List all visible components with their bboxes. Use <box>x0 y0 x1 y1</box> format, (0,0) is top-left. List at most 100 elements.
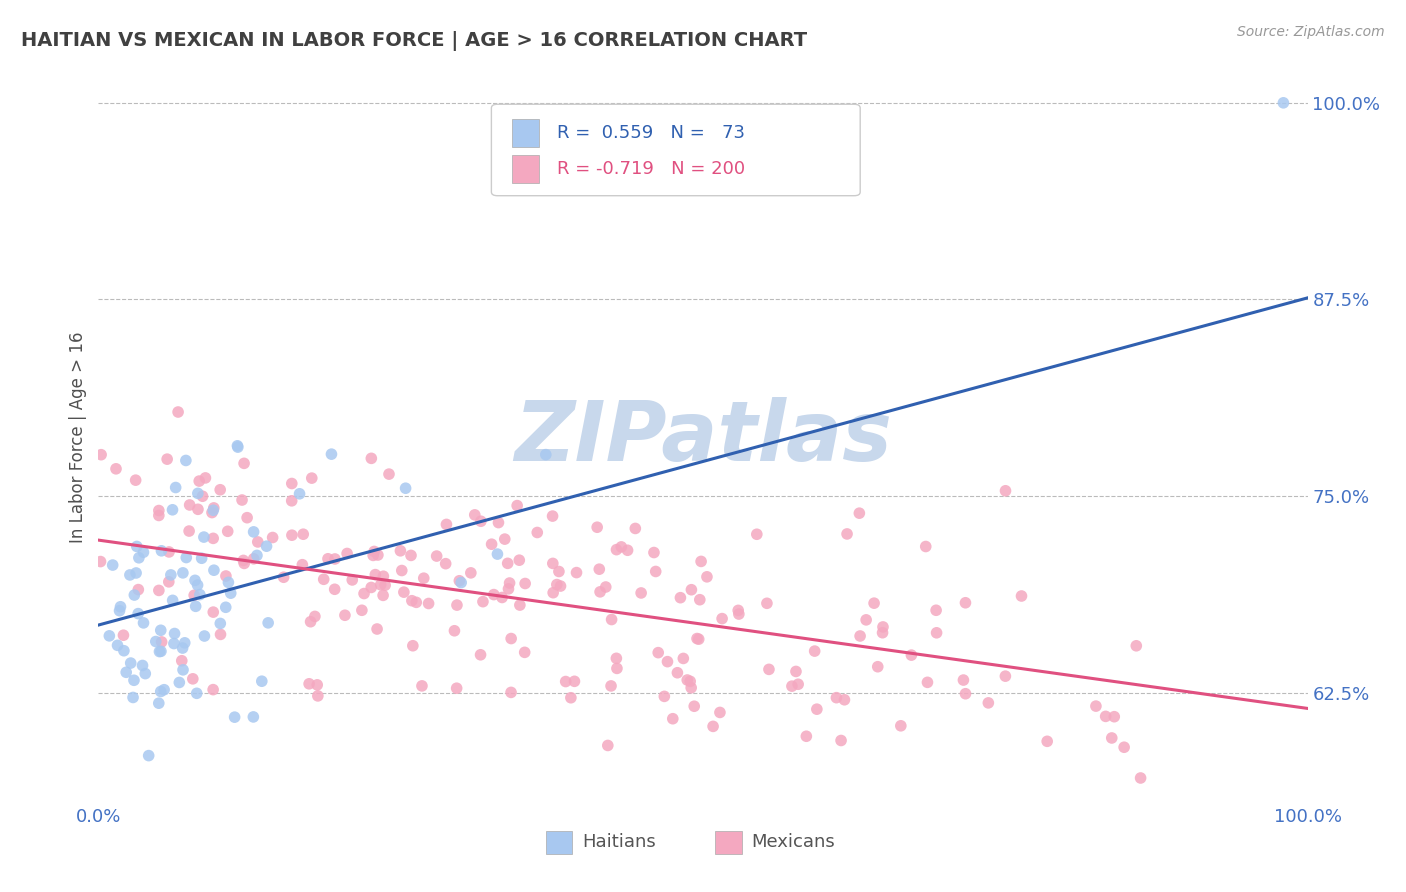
Point <box>624 521 647 535</box>
Point <box>209 483 232 497</box>
Point <box>128 550 150 565</box>
Point <box>242 551 264 566</box>
Point <box>174 550 197 565</box>
Point <box>281 476 304 491</box>
Point <box>105 462 128 476</box>
Text: Mexicans: Mexicans <box>751 833 835 851</box>
Point <box>291 558 314 572</box>
Point <box>394 481 416 495</box>
Point <box>167 405 190 419</box>
Point <box>683 699 706 714</box>
Point <box>470 514 492 528</box>
Point <box>952 673 974 687</box>
Point <box>148 583 170 598</box>
Point <box>172 641 194 656</box>
Point <box>145 634 167 648</box>
Point <box>688 632 710 647</box>
Point <box>173 636 195 650</box>
Point <box>172 663 194 677</box>
Point <box>316 551 339 566</box>
Text: R =  0.559   N =   73: R = 0.559 N = 73 <box>557 124 745 142</box>
Point <box>162 503 184 517</box>
Point <box>231 493 253 508</box>
Point <box>153 682 176 697</box>
Point <box>450 575 472 590</box>
Point <box>150 635 173 649</box>
Point <box>150 543 173 558</box>
Point <box>202 563 225 577</box>
Point <box>564 674 586 689</box>
Point <box>370 578 392 592</box>
Point <box>98 629 121 643</box>
Point <box>132 615 155 630</box>
Point <box>360 451 382 466</box>
Point <box>174 453 197 467</box>
Point <box>643 545 665 559</box>
Point <box>588 562 610 576</box>
Point <box>1125 639 1147 653</box>
Point <box>443 624 465 638</box>
FancyBboxPatch shape <box>512 155 538 183</box>
Point <box>605 542 627 557</box>
Point <box>491 591 513 605</box>
Point <box>226 439 249 453</box>
Text: HAITIAN VS MEXICAN IN LABOR FORCE | AGE > 16 CORRELATION CHART: HAITIAN VS MEXICAN IN LABOR FORCE | AGE … <box>21 31 807 51</box>
Point <box>696 570 718 584</box>
Point <box>257 615 280 630</box>
Point <box>925 625 948 640</box>
Point <box>917 675 939 690</box>
Point <box>806 702 828 716</box>
Point <box>148 644 170 658</box>
Point <box>250 674 273 689</box>
Point <box>364 567 387 582</box>
Point <box>534 448 557 462</box>
Point <box>149 684 172 698</box>
Point <box>848 506 870 520</box>
Point <box>120 656 142 670</box>
Point <box>405 595 427 609</box>
Point <box>994 483 1017 498</box>
Point <box>391 564 413 578</box>
Text: ZIPatlas: ZIPatlas <box>515 397 891 477</box>
Point <box>209 627 232 641</box>
Point <box>307 678 329 692</box>
Point <box>246 549 269 563</box>
Point <box>321 447 343 461</box>
Point <box>679 674 702 689</box>
Point <box>669 591 692 605</box>
Point <box>548 565 571 579</box>
Point <box>610 540 633 554</box>
Point <box>353 586 375 600</box>
Point <box>401 593 423 607</box>
Point <box>236 510 259 524</box>
Point <box>125 566 148 580</box>
Point <box>835 527 858 541</box>
Point <box>471 595 494 609</box>
Point <box>172 566 194 580</box>
Point <box>122 690 145 705</box>
Point <box>108 604 131 618</box>
Text: Source: ZipAtlas.com: Source: ZipAtlas.com <box>1237 25 1385 39</box>
Point <box>184 574 207 588</box>
Point <box>509 598 531 612</box>
Point <box>1114 740 1136 755</box>
Point <box>1011 589 1033 603</box>
Point <box>157 545 180 559</box>
Point <box>125 540 148 554</box>
Point <box>389 543 412 558</box>
Point <box>955 687 977 701</box>
Point <box>541 585 564 599</box>
Point <box>132 545 155 559</box>
Point <box>914 540 936 554</box>
Point <box>606 661 628 675</box>
Point <box>418 597 440 611</box>
Point <box>541 509 564 524</box>
Y-axis label: In Labor Force | Age > 16: In Labor Force | Age > 16 <box>69 331 87 543</box>
Point <box>148 696 170 710</box>
Point <box>470 648 492 662</box>
Point <box>1094 709 1116 723</box>
Point <box>127 582 149 597</box>
Point <box>90 448 112 462</box>
Point <box>513 645 536 659</box>
Point <box>215 569 238 583</box>
